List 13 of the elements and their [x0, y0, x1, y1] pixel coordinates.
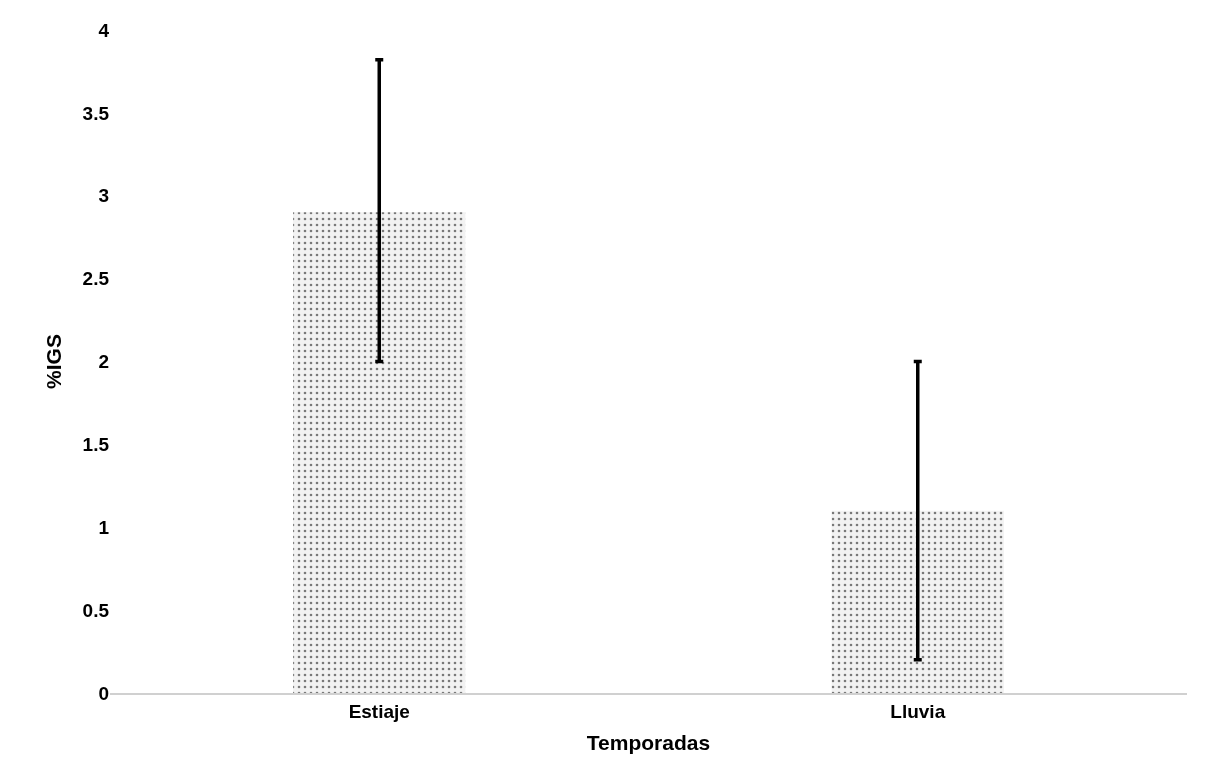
- y-tick-label: 3: [98, 185, 109, 207]
- y-tick-label: 2.5: [82, 268, 110, 290]
- y-tick-label: 1: [98, 516, 110, 538]
- y-tick-label: 2: [98, 351, 109, 373]
- y-tick-label: 0: [98, 682, 109, 704]
- x-axis-title: Temporadas: [586, 731, 711, 755]
- y-axis-title: %IGS: [41, 334, 65, 389]
- y-tick-label: 0.5: [82, 599, 110, 621]
- y-tick-label: 1.5: [82, 434, 110, 456]
- y-tick-label: 3.5: [82, 102, 110, 124]
- x-tick-label: Estiaje: [348, 700, 410, 722]
- y-tick-label: 4: [98, 19, 110, 41]
- x-tick-label: Lluvia: [890, 700, 946, 722]
